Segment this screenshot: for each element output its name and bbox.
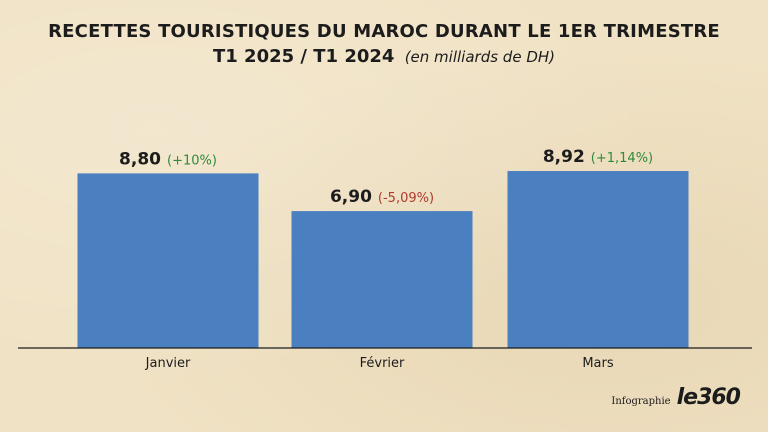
title-unit: (en milliards de DH) [404,48,556,66]
data-label: 6,90 (-5,09%) [330,187,434,207]
title-line-2: T1 2025 / T1 2024 (en milliards de DH) [0,44,768,70]
data-label: 8,92 (+1,14%) [543,147,653,167]
data-label-change: (+1,14%) [591,151,653,166]
brand-caption: Infographie [611,396,671,407]
brand: Infographie le360 [611,385,741,410]
bar-janvier [77,173,259,348]
chart-title: RECETTES TOURISTIQUES DU MAROC DURANT LE… [0,20,768,70]
brand-logo: le360 [676,385,741,410]
title-period: T1 2025 / T1 2024 [212,46,395,67]
data-label-change: (-5,09%) [378,191,434,206]
data-label-value: 8,92 [543,147,585,167]
title-line-1: RECETTES TOURISTIQUES DU MAROC DURANT LE… [48,21,720,42]
x-tick-label: Janvier [145,356,191,371]
data-label: 8,80 (+10%) [119,149,217,169]
data-label-value: 6,90 [330,187,372,207]
bar-février [291,211,473,348]
x-tick-label: Février [360,356,405,371]
x-tick-label: Mars [582,356,614,371]
data-label-value: 8,80 [119,149,161,169]
data-label-change: (+10%) [167,153,217,168]
bar-mars [507,171,689,348]
